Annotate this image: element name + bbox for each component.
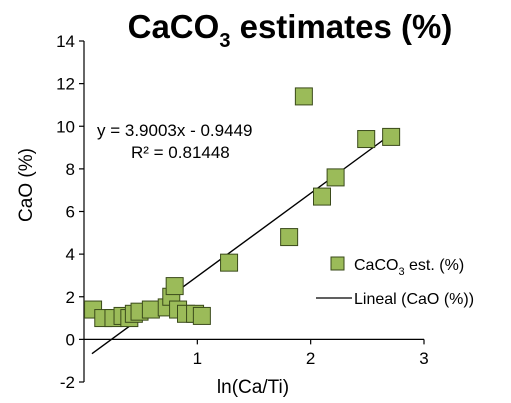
legend: CaCO3 est. (%) Lineal (CaO (%)) xyxy=(316,256,474,308)
y-axis-title: CaO (%) xyxy=(16,148,37,222)
legend-label-series: CaCO3 est. (%) xyxy=(354,257,464,278)
points-layer xyxy=(84,87,401,328)
y-tick-label: 14 xyxy=(56,32,75,51)
x-tick-label: 2 xyxy=(306,349,315,368)
y-tick-label: 12 xyxy=(56,75,75,94)
y-tick-label: 8 xyxy=(66,160,75,179)
trendline-equation: y = 3.9003x - 0.9449 xyxy=(97,121,252,140)
data-point xyxy=(357,130,376,149)
legend-marker xyxy=(330,256,345,271)
data-point xyxy=(326,168,345,187)
data-point xyxy=(192,306,211,325)
data-point xyxy=(280,228,299,247)
x-tick-label: 3 xyxy=(419,349,428,368)
data-point xyxy=(165,277,184,296)
y-tick-label: -2 xyxy=(60,373,75,392)
data-point xyxy=(294,87,313,106)
y-tick-label: 2 xyxy=(66,288,75,307)
y-tick-label: 0 xyxy=(66,330,75,349)
trendline-r-squared: R² = 0.81448 xyxy=(131,143,230,162)
data-point xyxy=(313,187,331,206)
chart-title: CaCO3 estimates (%) xyxy=(128,8,453,52)
data-point xyxy=(141,300,160,319)
y-tick-label: 4 xyxy=(66,245,75,264)
data-point xyxy=(220,253,239,272)
legend-label-trendline: Lineal (CaO (%)) xyxy=(354,291,474,308)
x-tick-label: 1 xyxy=(193,349,202,368)
data-point xyxy=(382,127,401,146)
y-tick-label: 6 xyxy=(66,203,75,222)
x-axis-title: ln(Ca/Ti) xyxy=(217,377,289,398)
y-tick-label: 10 xyxy=(56,117,75,136)
